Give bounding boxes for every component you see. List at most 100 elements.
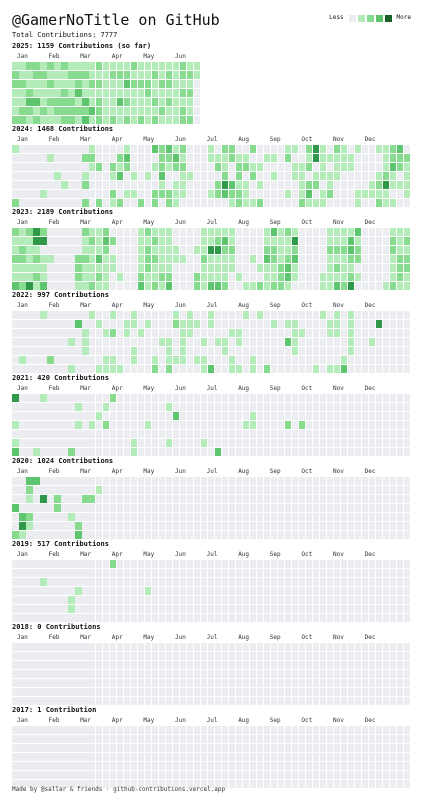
day-cell[interactable] (39, 485, 47, 494)
day-cell[interactable] (25, 180, 33, 189)
day-cell[interactable] (67, 311, 75, 320)
day-cell[interactable] (326, 438, 334, 447)
day-cell[interactable] (12, 228, 19, 237)
day-cell[interactable] (186, 687, 194, 696)
day-cell[interactable] (403, 364, 411, 373)
day-cell[interactable] (130, 228, 138, 237)
day-cell[interactable] (95, 62, 103, 71)
day-cell[interactable] (193, 568, 201, 577)
day-cell[interactable] (256, 311, 264, 320)
day-cell[interactable] (333, 263, 341, 272)
day-cell[interactable] (305, 660, 313, 669)
day-cell[interactable] (375, 604, 383, 613)
day-cell[interactable] (53, 355, 61, 364)
day-cell[interactable] (32, 263, 40, 272)
day-cell[interactable] (396, 726, 404, 735)
day-cell[interactable] (228, 604, 236, 613)
day-cell[interactable] (123, 761, 131, 770)
day-cell[interactable] (347, 512, 355, 521)
day-cell[interactable] (347, 669, 355, 678)
day-cell[interactable] (284, 568, 292, 577)
day-cell[interactable] (12, 770, 19, 779)
day-cell[interactable] (165, 770, 173, 779)
day-cell[interactable] (109, 70, 117, 79)
day-cell[interactable] (270, 643, 278, 652)
day-cell[interactable] (137, 761, 145, 770)
day-cell[interactable] (144, 346, 152, 355)
day-cell[interactable] (228, 560, 236, 569)
day-cell[interactable] (361, 568, 369, 577)
day-cell[interactable] (39, 236, 47, 245)
day-cell[interactable] (305, 254, 313, 263)
day-cell[interactable] (186, 162, 194, 171)
day-cell[interactable] (46, 651, 54, 660)
day-cell[interactable] (18, 88, 26, 97)
day-cell[interactable] (165, 145, 173, 154)
day-cell[interactable] (368, 568, 376, 577)
day-cell[interactable] (354, 263, 362, 272)
day-cell[interactable] (53, 328, 61, 337)
day-cell[interactable] (165, 346, 173, 355)
day-cell[interactable] (186, 586, 194, 595)
day-cell[interactable] (102, 311, 110, 320)
day-cell[interactable] (102, 337, 110, 346)
day-cell[interactable] (18, 97, 26, 106)
day-cell[interactable] (12, 88, 19, 97)
day-cell[interactable] (179, 254, 187, 263)
day-cell[interactable] (305, 162, 313, 171)
day-cell[interactable] (179, 447, 187, 456)
day-cell[interactable] (235, 162, 243, 171)
day-cell[interactable] (361, 530, 369, 539)
day-cell[interactable] (298, 568, 306, 577)
day-cell[interactable] (158, 485, 166, 494)
day-cell[interactable] (130, 503, 138, 512)
day-cell[interactable] (74, 485, 82, 494)
day-cell[interactable] (25, 79, 33, 88)
day-cell[interactable] (235, 604, 243, 613)
day-cell[interactable] (291, 687, 299, 696)
day-cell[interactable] (298, 586, 306, 595)
day-cell[interactable] (130, 106, 138, 115)
day-cell[interactable] (277, 779, 285, 788)
day-cell[interactable] (354, 236, 362, 245)
day-cell[interactable] (354, 770, 362, 779)
day-cell[interactable] (221, 595, 229, 604)
day-cell[interactable] (158, 319, 166, 328)
day-cell[interactable] (158, 613, 166, 622)
day-cell[interactable] (298, 512, 306, 521)
day-cell[interactable] (25, 779, 33, 788)
day-cell[interactable] (214, 485, 222, 494)
day-cell[interactable] (389, 669, 397, 678)
day-cell[interactable] (263, 485, 271, 494)
day-cell[interactable] (228, 364, 236, 373)
day-cell[interactable] (53, 779, 61, 788)
day-cell[interactable] (123, 62, 131, 71)
day-cell[interactable] (109, 272, 117, 281)
day-cell[interactable] (368, 477, 376, 486)
day-cell[interactable] (95, 586, 103, 595)
day-cell[interactable] (151, 696, 159, 705)
day-cell[interactable] (382, 643, 390, 652)
day-cell[interactable] (228, 337, 236, 346)
day-cell[interactable] (270, 687, 278, 696)
day-cell[interactable] (263, 586, 271, 595)
day-cell[interactable] (312, 761, 320, 770)
day-cell[interactable] (389, 604, 397, 613)
day-cell[interactable] (32, 97, 40, 106)
day-cell[interactable] (256, 171, 264, 180)
day-cell[interactable] (67, 346, 75, 355)
day-cell[interactable] (123, 364, 131, 373)
day-cell[interactable] (270, 429, 278, 438)
day-cell[interactable] (123, 503, 131, 512)
day-cell[interactable] (116, 272, 124, 281)
day-cell[interactable] (109, 429, 117, 438)
day-cell[interactable] (347, 263, 355, 272)
day-cell[interactable] (25, 438, 33, 447)
day-cell[interactable] (46, 669, 54, 678)
day-cell[interactable] (12, 743, 19, 752)
day-cell[interactable] (144, 743, 152, 752)
day-cell[interactable] (375, 171, 383, 180)
day-cell[interactable] (109, 263, 117, 272)
day-cell[interactable] (95, 687, 103, 696)
day-cell[interactable] (74, 447, 82, 456)
